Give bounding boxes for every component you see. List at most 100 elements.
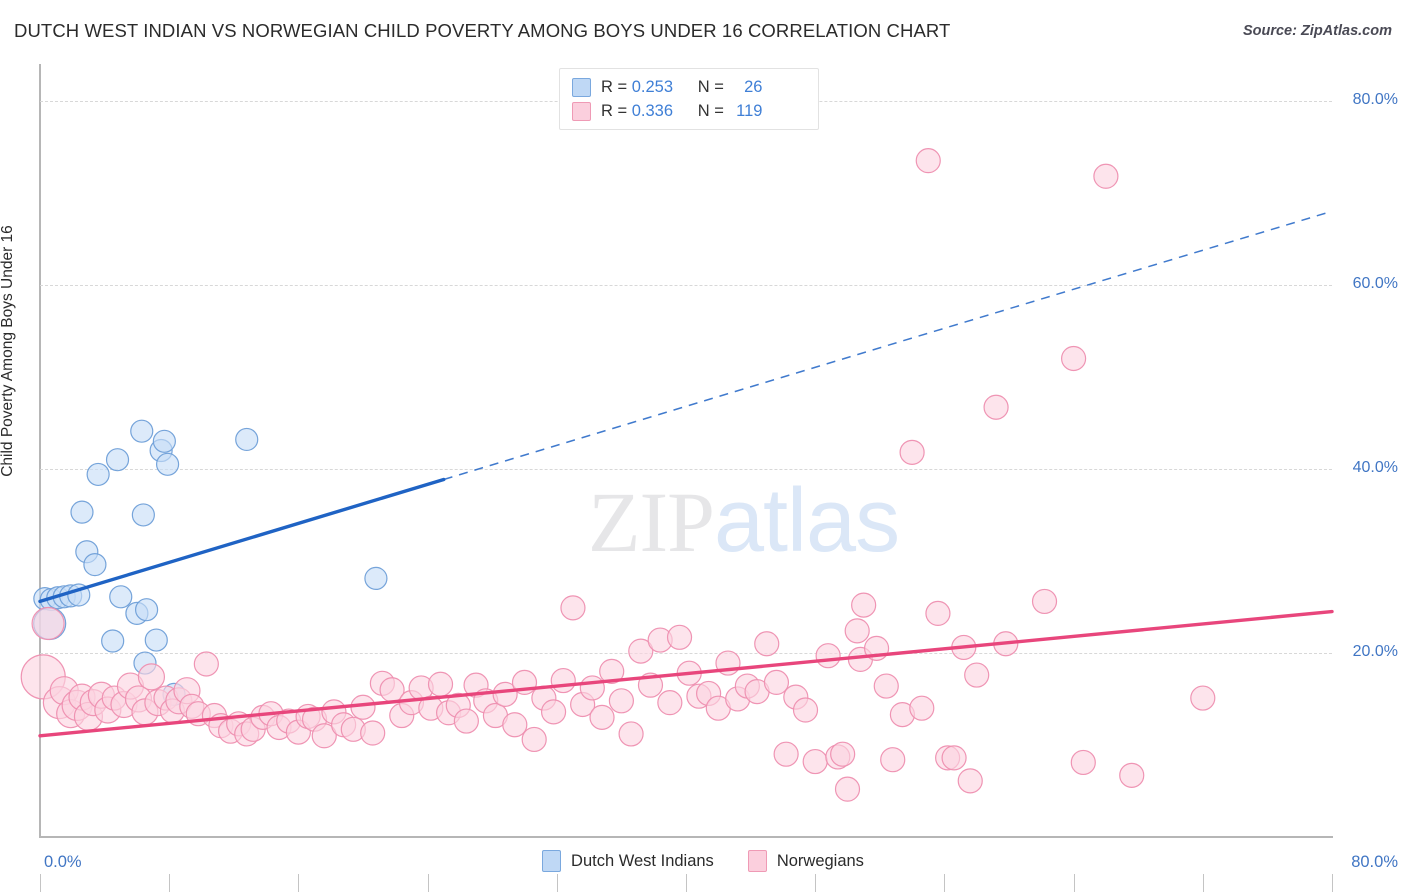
n-label-pink: N =	[697, 101, 729, 120]
n-value-blue: 26	[744, 77, 763, 96]
data-point	[657, 690, 683, 716]
data-point	[830, 741, 856, 767]
watermark-atlas: atlas	[714, 471, 900, 571]
legend-item-norwegians[interactable]: Norwegians	[747, 850, 864, 872]
x-tick	[1073, 874, 1075, 892]
data-point	[915, 148, 941, 174]
data-point	[235, 427, 259, 452]
data-point	[427, 671, 454, 697]
y-axis-label-40: 40.0%	[1352, 458, 1398, 476]
data-point	[109, 585, 133, 609]
data-point	[754, 631, 780, 657]
n-label-blue: N =	[697, 77, 729, 96]
data-point	[802, 748, 828, 775]
stats-row-dutch-west-indians: R = 0.253 N = 26	[572, 75, 808, 99]
data-point	[880, 747, 906, 773]
data-point	[350, 694, 376, 720]
watermark-zip: ZIP	[588, 474, 715, 570]
data-point	[628, 638, 654, 664]
legend-label-norwegians: Norwegians	[776, 851, 864, 870]
x-tick	[556, 874, 558, 892]
gridline-60	[40, 284, 1332, 286]
y-axis-line	[39, 64, 41, 837]
series-norwegians	[20, 148, 1216, 802]
legend-swatch-dutch-west-indians	[572, 77, 591, 97]
source-attribution: Source: ZipAtlas.com	[1242, 23, 1392, 39]
data-point	[834, 776, 861, 802]
data-point	[492, 681, 518, 707]
zipatlas-watermark: ZIPatlas	[588, 470, 900, 573]
x-tick	[298, 874, 300, 892]
r-label-pink: R =	[601, 101, 632, 120]
data-point	[105, 448, 130, 472]
data-point	[311, 723, 337, 749]
gridline-20	[40, 652, 1332, 654]
data-point	[941, 745, 967, 771]
data-point	[763, 669, 790, 696]
data-point	[666, 624, 693, 650]
data-point	[86, 462, 110, 487]
page-title: DUTCH WEST INDIAN VS NORWEGIAN CHILD POV…	[14, 20, 951, 41]
legend-swatch-norwegians	[572, 101, 591, 121]
data-point	[144, 628, 168, 652]
x-tick	[944, 874, 946, 892]
x-tick	[1332, 874, 1333, 892]
data-point	[130, 419, 154, 443]
data-point	[1031, 588, 1058, 615]
y-axis-label-60: 60.0%	[1352, 274, 1398, 292]
data-point	[608, 688, 635, 714]
data-point	[360, 720, 386, 746]
plot-area: ZIPatlas	[20, 64, 1334, 892]
x-tick	[815, 874, 817, 892]
y-axis-label-20: 20.0%	[1352, 642, 1398, 660]
data-point	[152, 429, 176, 453]
data-point	[899, 439, 925, 465]
x-tick	[427, 874, 429, 892]
data-point	[579, 675, 605, 701]
data-point	[134, 598, 159, 622]
data-point	[560, 595, 586, 621]
data-point	[844, 618, 870, 644]
data-point	[964, 662, 990, 688]
r-value-pink: 0.336	[631, 101, 674, 120]
trendline-norwegians	[38, 609, 1334, 738]
correlation-stats-legend: R = 0.253 N = 26 R = 0.336 N = 119	[559, 68, 819, 130]
n-value-pink: 119	[736, 101, 763, 120]
data-point	[193, 651, 219, 677]
gridline-40	[40, 468, 1332, 470]
data-point	[873, 673, 899, 699]
data-point	[589, 704, 615, 730]
data-point	[70, 500, 94, 524]
legend-color-swatch-pink	[747, 850, 767, 872]
data-point	[925, 600, 951, 626]
data-point	[31, 606, 65, 641]
x-tick	[1202, 874, 1204, 892]
data-point	[137, 663, 166, 691]
data-point	[957, 768, 983, 794]
y-axis-title: Child Poverty Among Boys Under 16	[0, 225, 16, 477]
data-point	[83, 553, 107, 577]
data-point	[792, 697, 819, 723]
data-point	[599, 658, 625, 684]
data-point	[131, 503, 155, 527]
stats-row-norwegians: R = 0.336 N = 119	[572, 99, 808, 123]
data-point	[1190, 685, 1216, 711]
data-point	[815, 643, 841, 669]
legend-color-swatch-blue	[542, 850, 562, 872]
r-label-blue: R =	[601, 77, 632, 96]
data-point	[453, 708, 479, 734]
x-axis-line	[39, 836, 1333, 838]
data-point	[502, 712, 528, 738]
data-point	[1060, 345, 1087, 372]
data-point	[1070, 749, 1096, 776]
r-value-blue: 0.253	[631, 77, 674, 96]
legend-item-dutch-west-indians[interactable]: Dutch West Indians	[542, 850, 714, 872]
data-point	[618, 721, 644, 747]
x-axis-min-label: 0.0%	[44, 853, 82, 871]
data-point	[155, 452, 180, 476]
y-axis-label-80: 80.0%	[1352, 90, 1398, 108]
x-tick	[169, 874, 171, 892]
trendline-solid-dutch-west-indians	[38, 477, 446, 604]
data-point	[773, 741, 799, 767]
